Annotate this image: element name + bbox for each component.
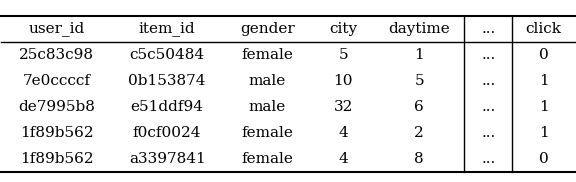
Text: item_id: item_id xyxy=(139,21,195,36)
Text: 25c83c98: 25c83c98 xyxy=(19,48,94,62)
Text: female: female xyxy=(241,48,293,62)
Text: c5c50484: c5c50484 xyxy=(130,48,204,62)
Text: 6: 6 xyxy=(414,100,424,114)
Text: 1: 1 xyxy=(539,74,548,88)
Text: ...: ... xyxy=(481,22,495,36)
Text: e51ddf94: e51ddf94 xyxy=(131,100,204,114)
Text: male: male xyxy=(249,74,286,88)
Text: 4: 4 xyxy=(338,126,348,140)
Text: 1: 1 xyxy=(539,100,548,114)
Text: 1: 1 xyxy=(414,48,424,62)
Text: ...: ... xyxy=(481,126,495,140)
Text: ...: ... xyxy=(481,100,495,114)
Text: 5: 5 xyxy=(339,48,348,62)
Text: 7e0ccccf: 7e0ccccf xyxy=(22,74,90,88)
Text: de7995b8: de7995b8 xyxy=(18,100,95,114)
Text: 2: 2 xyxy=(414,126,424,140)
Text: daytime: daytime xyxy=(388,22,450,36)
Text: 8: 8 xyxy=(414,152,424,166)
Text: ...: ... xyxy=(481,48,495,62)
Text: 10: 10 xyxy=(334,74,353,88)
Text: f0cf0024: f0cf0024 xyxy=(133,126,202,140)
Text: a3397841: a3397841 xyxy=(129,152,206,166)
Text: ...: ... xyxy=(481,152,495,166)
Text: city: city xyxy=(329,22,357,36)
Text: 1: 1 xyxy=(539,126,548,140)
Text: 32: 32 xyxy=(334,100,353,114)
Text: gender: gender xyxy=(240,22,295,36)
Text: female: female xyxy=(241,152,293,166)
Text: 0b153874: 0b153874 xyxy=(128,74,206,88)
Text: male: male xyxy=(249,100,286,114)
Text: ...: ... xyxy=(481,74,495,88)
Text: 0: 0 xyxy=(539,152,548,166)
Text: 4: 4 xyxy=(338,152,348,166)
Text: female: female xyxy=(241,126,293,140)
Text: click: click xyxy=(525,22,562,36)
Text: 1f89b562: 1f89b562 xyxy=(20,152,93,166)
Text: 1f89b562: 1f89b562 xyxy=(20,126,93,140)
Text: 5: 5 xyxy=(414,74,424,88)
Text: user_id: user_id xyxy=(29,21,85,36)
Text: 0: 0 xyxy=(539,48,548,62)
